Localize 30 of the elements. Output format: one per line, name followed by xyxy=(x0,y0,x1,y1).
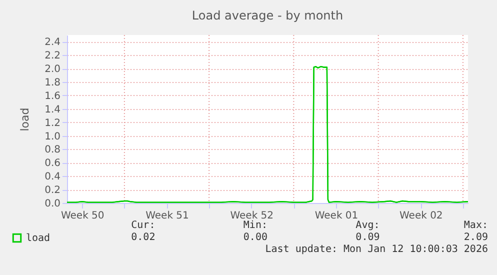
text: 0.09 xyxy=(356,232,380,243)
x-tick-label: Week 51 xyxy=(146,210,189,222)
text: Last update: Mon Jan 12 10:00:03 2026 xyxy=(265,244,488,255)
x-tick-label: Week 52 xyxy=(230,210,274,222)
y-tick-label: 0.8 xyxy=(44,144,60,156)
x-tick-label: Week 01 xyxy=(314,210,358,222)
text: 2.09 xyxy=(464,232,488,243)
text: Cur: xyxy=(131,220,156,231)
text: Avg: xyxy=(356,220,380,231)
y-tick-label: 0.6 xyxy=(44,158,60,170)
y-tick-label: 2.4 xyxy=(44,37,60,48)
y-tick-label: 1.2 xyxy=(44,118,60,129)
y-axis-title: load xyxy=(18,108,32,132)
y-tick-label: 1.8 xyxy=(44,78,60,89)
chart-title: Load average - by month xyxy=(192,8,344,22)
legend-label: load xyxy=(26,233,50,244)
y-tick-label: 0.4 xyxy=(44,172,60,183)
text: 0.00 xyxy=(243,232,268,243)
x-tick-label: Week 50 xyxy=(60,210,104,222)
y-tick-label: 2.2 xyxy=(44,50,60,62)
x-tick-label: Week 02 xyxy=(399,210,443,222)
y-tick-label: 1.6 xyxy=(44,90,60,102)
y-tick-label: 0.2 xyxy=(44,185,60,196)
y-tick-label: 2.0 xyxy=(44,64,60,76)
text: 0.02 xyxy=(131,232,156,243)
y-tick-label: 1.0 xyxy=(44,131,60,142)
text: Max: xyxy=(464,220,488,231)
text: Min: xyxy=(243,220,268,231)
y-tick-label: 0.0 xyxy=(44,198,60,210)
y-tick-label: 1.4 xyxy=(44,104,60,116)
